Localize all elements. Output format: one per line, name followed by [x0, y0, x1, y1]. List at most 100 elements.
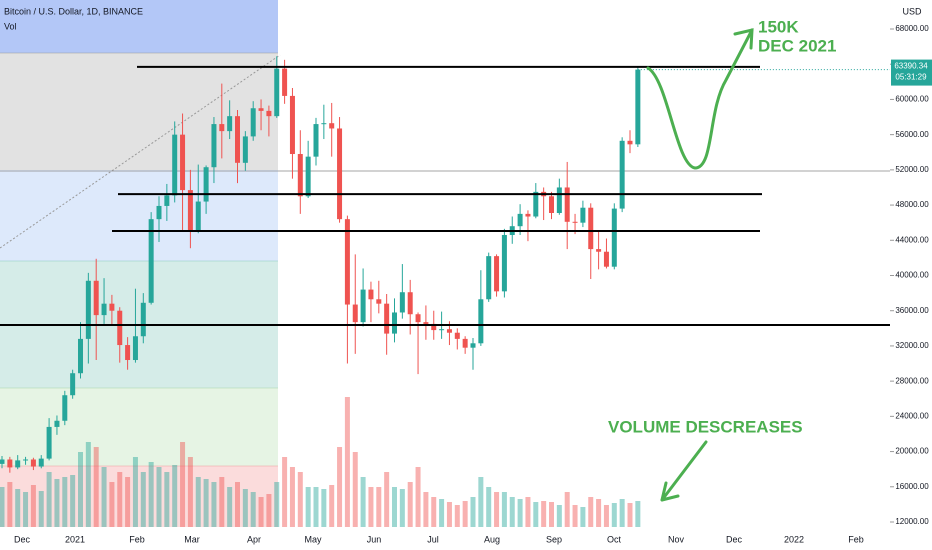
candle-body: [7, 459, 13, 468]
candle-body: [611, 208, 617, 267]
candle-body: [101, 303, 107, 316]
candle-body: [219, 124, 225, 132]
y-tick-label: 16000.00: [895, 482, 929, 491]
candle-body: [242, 136, 248, 163]
candle-body: [156, 205, 162, 220]
x-tick-label: Nov: [668, 534, 685, 544]
candle-body: [407, 292, 413, 315]
last-price-label: 63390.34: [894, 62, 928, 71]
candle-body: [501, 235, 507, 292]
volume-bar: [289, 467, 295, 527]
volume-bar: [525, 497, 531, 527]
volume-bar: [635, 501, 641, 527]
volume-bar: [78, 452, 83, 527]
y-tick-label: 24000.00: [895, 411, 929, 420]
y-tick-label: 60000.00: [895, 95, 929, 104]
volume-bar: [344, 397, 350, 527]
volume-bar: [478, 477, 484, 527]
x-tick-label: Oct: [607, 534, 622, 544]
x-tick-label: Apr: [247, 534, 261, 544]
volume-bar: [627, 503, 633, 527]
volume-bar: [164, 472, 170, 527]
volume-arrow: [660, 440, 708, 502]
volume-bar: [258, 497, 264, 527]
candle-body: [258, 108, 264, 111]
volume-bar: [439, 499, 445, 527]
candle-body: [446, 329, 452, 333]
candle-body: [274, 68, 280, 117]
candle-body: [132, 336, 138, 361]
volume-bar: [619, 499, 625, 527]
y-tick-label: 52000.00: [895, 165, 929, 174]
arrow-head: [733, 28, 754, 50]
x-tick-label: Jul: [427, 534, 439, 544]
annotation: DEC 2021: [758, 36, 836, 55]
candle-body: [313, 124, 319, 157]
price-axis: [890, 0, 932, 550]
volume-bar: [494, 492, 500, 527]
volume-bar: [384, 472, 390, 527]
candle-body: [23, 459, 29, 461]
volume-bar: [517, 499, 523, 527]
candle-body: [470, 343, 476, 348]
candle-body: [431, 323, 437, 331]
candle-body: [289, 95, 295, 155]
candle-body: [70, 373, 76, 396]
volume-bar: [415, 467, 421, 527]
x-tick-label: Mar: [184, 534, 200, 544]
projection-curve: [646, 28, 754, 170]
volume-bar: [125, 477, 131, 527]
candle-body: [368, 289, 374, 300]
candle-body: [38, 458, 44, 467]
candle-body: [556, 187, 562, 213]
y-tick-label: 12000.00: [895, 517, 929, 526]
volume-bar: [250, 492, 256, 527]
volume-bar: [7, 482, 13, 527]
candle-body: [384, 303, 390, 334]
candle-body: [627, 140, 633, 145]
volume-bar: [30, 485, 36, 527]
trend-line: [0, 54, 281, 249]
y-tick-label: 28000.00: [895, 376, 929, 385]
volume-bar: [132, 457, 138, 527]
volume-bar: [101, 467, 107, 527]
volume-bar: [0, 487, 5, 527]
volume-bar: [329, 485, 335, 527]
volume-bar: [313, 487, 319, 527]
volume-bar: [180, 442, 186, 527]
x-tick-label: 2021: [65, 534, 85, 544]
y-tick-label: 56000.00: [895, 130, 929, 139]
volume-bar: [360, 477, 366, 527]
volume-bar: [454, 505, 460, 527]
candle-body: [580, 207, 586, 223]
candle-body: [423, 322, 429, 324]
volume-bar: [54, 479, 60, 527]
y-tick-label: 68000.00: [895, 24, 929, 33]
volume-bar: [219, 477, 225, 527]
volume-label: Vol: [4, 21, 17, 31]
candle-body: [0, 459, 5, 464]
candle-body: [352, 304, 358, 323]
candle-body: [549, 196, 554, 213]
candle-body: [517, 213, 523, 227]
candle-body: [78, 338, 83, 374]
zone: [0, 0, 278, 53]
volume-bar: [596, 499, 602, 527]
volume-bar: [501, 492, 507, 527]
candle-body: [85, 280, 91, 339]
volume-bar: [392, 487, 397, 527]
y-tick-label: 36000.00: [895, 306, 929, 315]
candle-body: [125, 345, 131, 361]
y-tick-label: 48000.00: [895, 200, 929, 209]
volume-bar: [564, 492, 570, 527]
x-tick-label: Dec: [14, 534, 31, 544]
volume-bar: [117, 472, 123, 527]
x-tick-label: Feb: [129, 534, 145, 544]
volume-bar: [486, 487, 492, 527]
candle-body: [337, 128, 343, 220]
y-tick-label: 20000.00: [895, 447, 929, 456]
countdown-label: 05:31:29: [895, 73, 927, 82]
volume-bar: [187, 457, 193, 527]
volume-bar: [321, 489, 327, 527]
